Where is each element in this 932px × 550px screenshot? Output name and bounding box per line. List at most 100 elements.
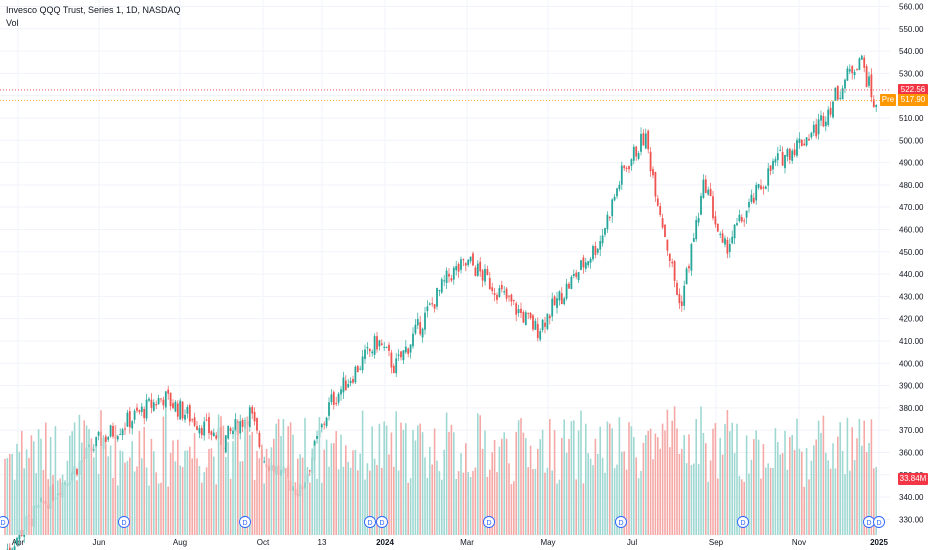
volume-bar	[695, 418, 697, 535]
candle-body	[587, 261, 590, 266]
candle-body	[131, 421, 134, 429]
candle-body	[534, 320, 537, 330]
x-tick-label: 2024	[376, 538, 394, 547]
candle-body	[76, 469, 78, 475]
volume-bar	[793, 449, 796, 535]
candle-body	[791, 150, 794, 161]
candle-body	[654, 171, 657, 197]
candle-body	[224, 435, 227, 453]
volume-bar	[849, 470, 851, 535]
volume-bar	[369, 470, 371, 535]
volume-bar	[445, 412, 448, 535]
volume-bar	[203, 472, 205, 535]
volume-bar	[4, 458, 6, 535]
volume-bar	[426, 477, 429, 535]
volume-bar	[37, 429, 40, 535]
candle-body	[556, 298, 558, 308]
volume-bar	[846, 417, 849, 535]
candle-body	[150, 399, 153, 408]
candle-body	[568, 283, 570, 289]
candle-body	[164, 391, 167, 408]
volume-bar	[659, 448, 661, 535]
volume-bar	[61, 474, 64, 535]
candle-body	[232, 430, 234, 435]
candle-body	[661, 218, 664, 228]
volume-bar	[328, 466, 330, 535]
candle-body	[198, 428, 201, 434]
volume-bar	[273, 438, 275, 535]
volume-bar	[405, 423, 407, 535]
candle-body	[140, 406, 143, 412]
candle-body	[510, 294, 513, 302]
candle-body	[503, 291, 506, 293]
candle-body	[702, 179, 705, 198]
candle-body	[107, 437, 110, 440]
candle-body	[119, 434, 122, 436]
candle-body	[582, 257, 585, 268]
volume-bar	[609, 423, 611, 535]
volume-bar	[757, 439, 760, 535]
candle-body	[488, 277, 491, 290]
volume-bar	[520, 418, 522, 535]
volume-bar	[594, 438, 597, 535]
volume-bar	[815, 439, 817, 535]
candle-body	[726, 239, 729, 254]
volume-bar	[544, 472, 546, 535]
volume-bar	[330, 443, 333, 535]
volume-bar	[42, 469, 45, 535]
volume-bar	[779, 454, 781, 535]
volume-bar	[825, 452, 827, 535]
candle-body	[428, 303, 431, 305]
volume-bar	[9, 453, 11, 535]
candle-body	[407, 348, 410, 354]
candle-body	[728, 244, 731, 252]
volume-bar	[683, 435, 685, 535]
volume-bar	[181, 466, 184, 535]
volume-bar	[25, 449, 28, 535]
volume-bar	[366, 463, 369, 535]
volume-bar	[493, 439, 496, 535]
volume-bar	[424, 457, 426, 535]
candle-body	[347, 383, 350, 388]
volume-bar	[760, 478, 762, 535]
volume-bar	[508, 463, 510, 535]
x-tick-label: Aug	[173, 538, 187, 547]
volume-bar	[6, 458, 9, 535]
volume-bar	[541, 429, 544, 535]
candle-body	[486, 269, 489, 275]
candle-body	[841, 88, 844, 100]
volume-bar	[287, 426, 289, 535]
volume-bar	[172, 440, 174, 535]
volume-bar	[688, 434, 690, 535]
candle-body	[781, 151, 784, 166]
candle-body	[467, 259, 470, 266]
volume-bar	[661, 423, 664, 535]
volume-bar	[865, 452, 868, 535]
candle-body	[673, 261, 676, 281]
candle-body	[755, 184, 758, 201]
volume-bar	[349, 467, 352, 535]
candle-body	[539, 331, 542, 340]
candle-body	[848, 69, 851, 72]
volume-bar	[851, 427, 853, 535]
volume-bar	[21, 430, 23, 535]
candle-body	[116, 436, 119, 440]
volume-bar	[808, 479, 810, 535]
candle-body	[368, 348, 371, 352]
candle-body	[767, 168, 770, 186]
volume-bar	[371, 426, 373, 535]
volume-bar	[409, 478, 412, 535]
candle-body	[752, 197, 755, 203]
volume-bar	[654, 433, 657, 535]
candle-body	[721, 233, 724, 243]
candle-body	[11, 548, 14, 550]
y-tick-label: 540.00	[899, 47, 924, 56]
candle-body	[366, 347, 369, 349]
volume-bar	[570, 421, 573, 535]
candle-body	[640, 133, 642, 152]
candle-body	[412, 333, 414, 347]
volume-bar	[18, 451, 21, 535]
candle-body	[851, 66, 854, 74]
volume-bar	[342, 466, 345, 535]
